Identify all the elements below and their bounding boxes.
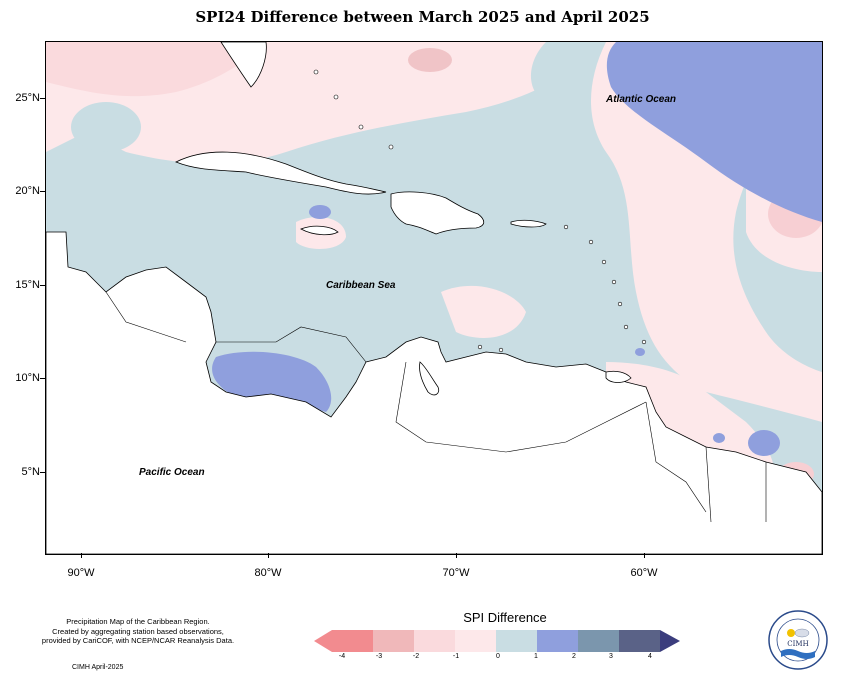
legend-tick-label: 3 [609, 653, 613, 660]
island-virgin [563, 224, 569, 230]
legend-arrow-left [314, 630, 332, 652]
legend-swatch [414, 630, 455, 652]
lon-tick [644, 553, 645, 558]
neutral-patch-north [531, 42, 606, 102]
lat-tick [40, 285, 45, 286]
legend-swatch [619, 630, 660, 652]
negative-core-north [408, 48, 452, 72]
lat-label-15n: 15°N [15, 279, 40, 291]
border-suriname [705, 446, 712, 523]
maracaibo-land [419, 361, 440, 396]
island-curacao [498, 347, 504, 353]
legend-tick-label: -1 [452, 653, 460, 660]
island-bahamas-2 [333, 94, 339, 100]
island-leeward-1 [588, 239, 594, 245]
island-barbados [641, 339, 647, 345]
logo-org-name: CIMH [787, 640, 808, 648]
small-islands [313, 69, 647, 353]
lon-tick [456, 553, 457, 558]
legend-tick-label: -2 [412, 653, 420, 660]
legend-tick-label: 2 [572, 653, 576, 660]
legend-swatch [373, 630, 414, 652]
island-aruba [477, 344, 483, 350]
wave-icon [781, 649, 815, 659]
map-canvas [46, 42, 822, 554]
lat-label-5n: 5°N [21, 466, 40, 478]
island-windward-1 [611, 279, 617, 285]
map-description: Precipitation Map of the Caribbean Regio… [8, 617, 268, 646]
border-colombia-venezuela [395, 361, 647, 453]
lon-label-80w: 80°W [254, 567, 282, 579]
lat-tick [40, 191, 45, 192]
border-panama-colombia [216, 326, 367, 363]
island-bahamas-1 [313, 69, 319, 75]
lat-tick [40, 98, 45, 99]
cloud-icon [794, 628, 810, 638]
legend-title: SPI Difference [463, 610, 547, 625]
legend-tick-label: 0 [496, 653, 500, 660]
island-bahamas-3 [358, 124, 364, 130]
landmasses [46, 42, 822, 554]
legend-tick-label: -3 [375, 653, 383, 660]
negative-field-gulf [46, 42, 266, 97]
map-credit: CIMH April-2025 [72, 664, 124, 671]
cuba-land [175, 151, 387, 195]
border-central-america [105, 291, 187, 343]
lat-tick [40, 472, 45, 473]
hispaniola-land [390, 191, 485, 235]
positive-core-jamaica [309, 205, 331, 219]
borders [105, 291, 767, 523]
lon-label-70w: 70°W [442, 567, 470, 579]
spi-difference-map: Atlantic Ocean Caribbean Sea Pacific Oce… [45, 41, 823, 555]
legend-swatch [578, 630, 619, 652]
legend-swatch [332, 630, 373, 652]
positive-core-small [713, 433, 725, 443]
positive-core-guiana [748, 430, 780, 456]
negative-field-south-caribbean [441, 285, 526, 338]
description-line-1: Precipitation Map of the Caribbean Regio… [66, 617, 210, 626]
island-bahamas-4 [388, 144, 394, 150]
legend-swatch [496, 630, 537, 652]
jamaica-land [300, 225, 339, 236]
island-windward-3 [623, 324, 629, 330]
lon-tick [268, 553, 269, 558]
caribbean-sea-label: Caribbean Sea [326, 280, 396, 291]
island-windward-2 [617, 301, 623, 307]
legend-tick-label: 4 [648, 653, 652, 660]
lat-label-25n: 25°N [15, 92, 40, 104]
lat-tick [40, 378, 45, 379]
atlantic-ocean-label: Atlantic Ocean [606, 94, 677, 105]
legend-tick-label: 1 [534, 653, 538, 660]
florida-land [220, 42, 267, 88]
lat-label-10n: 10°N [15, 372, 40, 384]
legend-swatch [537, 630, 578, 652]
neutral-patch-gulf [71, 102, 141, 152]
lon-tick [81, 553, 82, 558]
lon-label-60w: 60°W [630, 567, 658, 579]
sun-icon [787, 629, 795, 637]
border-guyana [645, 401, 707, 513]
cimh-logo: CIMH [768, 610, 828, 670]
positive-field-atlantic [606, 42, 822, 222]
legend-colorbar [314, 630, 680, 652]
map-title: SPI24 Difference between March 2025 and … [195, 8, 650, 26]
positive-core-lesser-antilles [635, 348, 645, 356]
trinidad-land [605, 370, 632, 383]
pacific-ocean-label: Pacific Ocean [139, 467, 205, 478]
legend-swatch [455, 630, 496, 652]
island-leeward-2 [601, 259, 607, 265]
puerto-rico-land [510, 219, 547, 228]
description-line-3: provided by CariCOF, with NCEP/NCAR Rean… [41, 636, 235, 645]
lat-label-20n: 20°N [15, 185, 40, 197]
description-line-2: Created by aggregating station based obs… [52, 626, 224, 636]
lon-label-90w: 90°W [67, 567, 95, 579]
legend-tick-label: -4 [338, 653, 346, 660]
legend-arrow-right [660, 630, 680, 652]
